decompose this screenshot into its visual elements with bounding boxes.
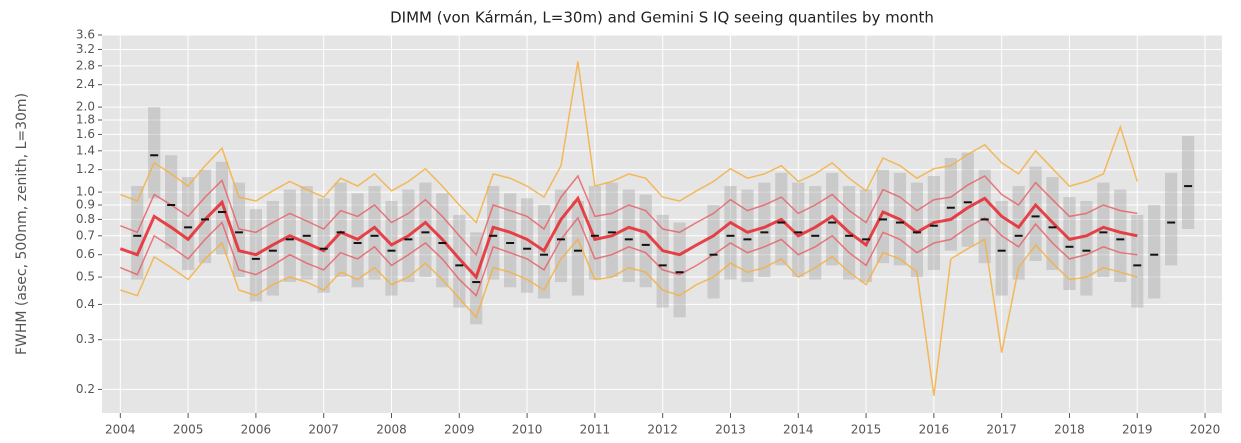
y-tick-label: 1.2 xyxy=(76,162,95,176)
series-line xyxy=(120,61,1139,224)
y-tick-label: 3.6 xyxy=(76,28,95,42)
x-tick-label: 2019 xyxy=(1122,423,1153,437)
x-tick-label: 2018 xyxy=(1054,423,1085,437)
x-tick-label: 2020 xyxy=(1190,423,1221,437)
dimm-box xyxy=(1165,172,1178,266)
dimm-box xyxy=(809,186,822,280)
x-tick-label: 2006 xyxy=(241,423,272,437)
x-tick-label: 2009 xyxy=(444,423,475,437)
y-tick-label: 0.9 xyxy=(76,197,95,211)
dimm-box xyxy=(453,214,466,308)
x-tick-label: 2013 xyxy=(715,423,746,437)
dimm-box xyxy=(1029,166,1042,261)
dimm-box xyxy=(656,214,669,308)
dimm-box xyxy=(673,222,686,318)
dimm-box xyxy=(554,189,568,283)
dimm-box xyxy=(385,200,398,296)
dimm-box xyxy=(419,182,432,278)
y-tick-label: 0.4 xyxy=(76,297,95,311)
dimm-box xyxy=(639,194,652,288)
y-tick-label: 1.6 xyxy=(76,127,95,141)
chart-title: DIMM (von Kármán, L=30m) and Gemini S IQ… xyxy=(390,9,934,27)
y-axis-label: FWHM (asec, 500nm, zenith, L=30m) xyxy=(14,93,30,355)
y-tick-label: 1.8 xyxy=(76,112,95,126)
x-tick-label: 2005 xyxy=(173,423,204,437)
dimm-box xyxy=(1182,135,1195,229)
dimm-box xyxy=(148,107,161,199)
dimm-box xyxy=(487,186,500,280)
dimm-box xyxy=(182,177,195,270)
y-tick-label: 1.0 xyxy=(76,185,95,199)
y-tick-label: 2.4 xyxy=(76,77,95,91)
x-tick-label: 2011 xyxy=(580,423,611,437)
dimm-box xyxy=(504,193,517,288)
dimm-box xyxy=(1080,200,1093,296)
dimm-box xyxy=(1148,204,1161,299)
dimm-box xyxy=(198,169,212,264)
dimm-box xyxy=(961,152,974,247)
x-tick-label: 2010 xyxy=(512,423,543,437)
dimm-box xyxy=(978,169,991,264)
y-tick-label: 0.7 xyxy=(76,228,95,242)
dimm-box xyxy=(334,182,347,278)
y-tick-label: 2.0 xyxy=(76,100,95,114)
y-tick-label: 0.3 xyxy=(76,332,95,346)
dimm-box xyxy=(1131,214,1144,308)
dimm-box xyxy=(876,169,890,264)
dimm-box xyxy=(622,189,635,283)
y-tick-label: 0.5 xyxy=(76,270,95,284)
dimm-box xyxy=(1012,186,1025,280)
dimm-box xyxy=(910,182,924,278)
x-tick-label: 2008 xyxy=(376,423,407,437)
dimm-box xyxy=(300,186,313,280)
y-tick-label: 2.8 xyxy=(76,58,95,72)
x-tick-label: 2012 xyxy=(647,423,678,437)
y-tick-label: 0.2 xyxy=(76,382,95,396)
dimm-box xyxy=(995,200,1008,296)
dimm-box xyxy=(1114,189,1127,283)
dimm-box xyxy=(520,198,534,293)
x-tick-label: 2004 xyxy=(105,423,136,437)
series-line xyxy=(120,216,1138,297)
series-line xyxy=(120,174,1138,257)
series-line xyxy=(120,237,1138,396)
x-tick-label: 2014 xyxy=(783,423,814,437)
series-line xyxy=(119,195,1138,280)
dimm-box xyxy=(944,158,957,251)
dimm-box xyxy=(605,182,618,278)
x-tick-label: 2015 xyxy=(851,423,882,437)
dimm-box xyxy=(741,189,754,283)
x-tick-label: 2016 xyxy=(919,423,950,437)
dimm-box xyxy=(368,186,381,280)
x-tick-label: 2017 xyxy=(986,423,1017,437)
y-tick-label: 0.8 xyxy=(76,212,95,226)
y-tick-label: 1.4 xyxy=(76,143,95,157)
dimm-box xyxy=(724,186,737,280)
x-tick-label: 2007 xyxy=(308,423,339,437)
y-tick-label: 3.2 xyxy=(76,42,95,56)
dimm-box xyxy=(1063,197,1076,290)
y-tick-label: 0.6 xyxy=(76,247,95,261)
dimm-box xyxy=(232,182,246,278)
